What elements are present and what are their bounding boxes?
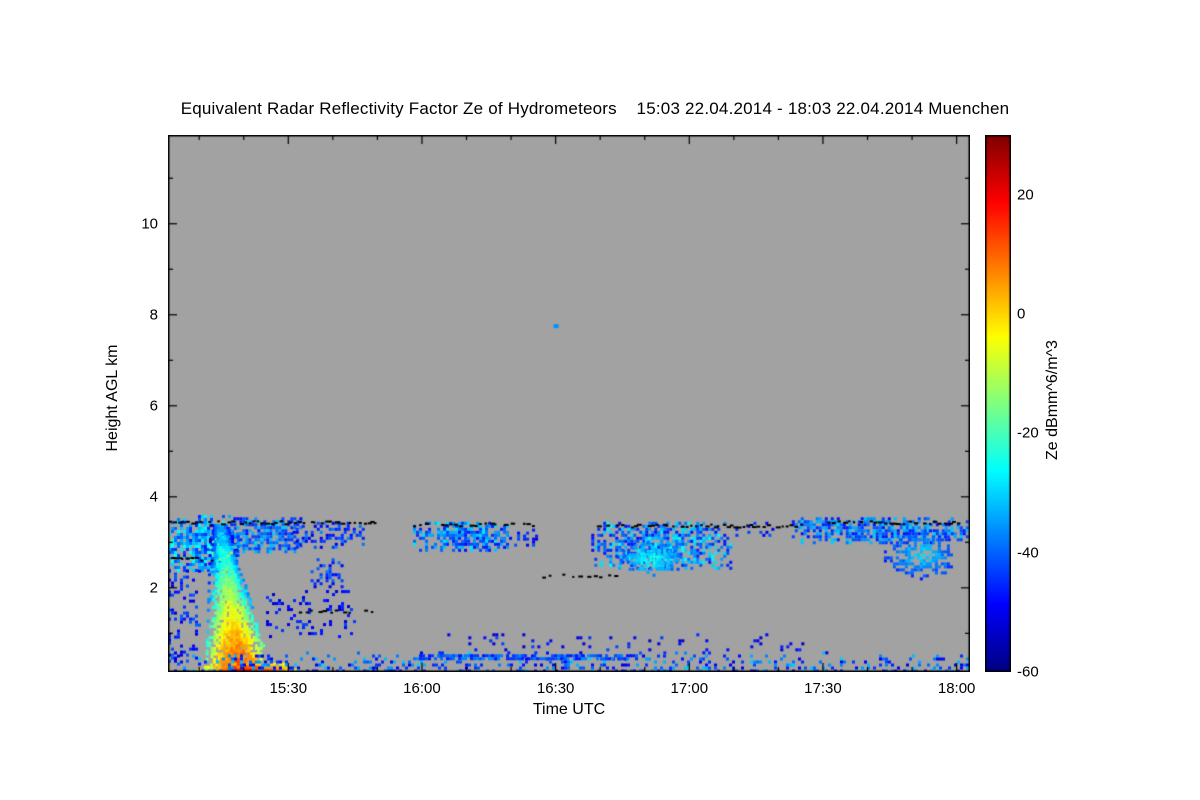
y-axis-label: Height AGL km — [104, 344, 121, 452]
x-axis-label: Time UTC — [532, 701, 606, 718]
x-tick-label: 16:30 — [536, 680, 575, 697]
colorbar-tick-label: 0 — [1017, 305, 1026, 323]
y-tick-label: 10 — [141, 215, 158, 233]
x-tick-label: 17:00 — [670, 680, 709, 697]
colorbar — [985, 135, 1011, 672]
y-tick-label: 4 — [149, 488, 158, 506]
x-tick-label: 17:30 — [804, 680, 842, 697]
y-tick-label: 6 — [149, 397, 158, 415]
colorbar-tick-label: -60 — [1017, 663, 1039, 681]
heatmap-canvas — [168, 135, 970, 672]
colorbar-tick-label: -40 — [1017, 544, 1039, 562]
colorbar-tick-label: 20 — [1017, 186, 1034, 204]
x-tick-label: 18:00 — [937, 680, 976, 697]
colorbar-label: Ze dBmm^6/m^3 — [1044, 340, 1061, 460]
y-tick-label: 8 — [149, 306, 158, 324]
chart-title: Equivalent Radar Reflectivity Factor Ze … — [180, 99, 1010, 118]
x-tick-label: 15:30 — [269, 680, 308, 697]
x-tick-label: 16:00 — [403, 680, 441, 697]
colorbar-tick-label: -20 — [1017, 424, 1039, 442]
y-tick-label: 2 — [149, 579, 158, 597]
